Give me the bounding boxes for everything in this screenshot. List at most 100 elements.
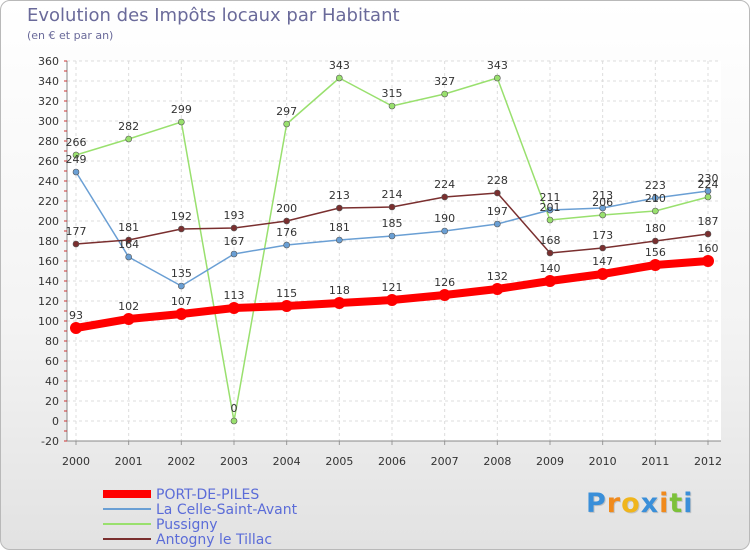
- data-point: [388, 102, 396, 110]
- data-point: [230, 250, 238, 258]
- data-label: 121: [382, 281, 403, 294]
- data-label: 160: [698, 242, 719, 255]
- y-tick-label: -20: [41, 435, 59, 448]
- y-tick-label: 20: [45, 395, 59, 408]
- logo-letter: o: [621, 488, 641, 519]
- data-point: [72, 151, 80, 159]
- chart-subtitle: (en € et par an): [27, 29, 114, 42]
- data-label: 315: [382, 87, 403, 100]
- data-point: [72, 240, 80, 248]
- data-point: [704, 193, 712, 201]
- data-point: [386, 294, 398, 306]
- data-point: [491, 283, 504, 295]
- data-point: [333, 297, 346, 309]
- y-tick-label: 160: [38, 255, 59, 268]
- x-tick-label: 2002: [167, 455, 195, 468]
- data-point: [599, 211, 606, 219]
- data-point: [599, 244, 606, 252]
- data-point: [546, 216, 554, 224]
- data-point: [122, 313, 135, 325]
- data-point: [702, 255, 714, 267]
- data-point: [388, 203, 396, 211]
- data-label: 168: [540, 234, 561, 247]
- legend-label: Antogny le Tillac: [156, 532, 272, 548]
- y-tick-label: 220: [38, 195, 59, 208]
- x-tick-label: 2010: [589, 455, 617, 468]
- data-point: [544, 275, 556, 287]
- proxiti-logo: Proxiti: [586, 488, 694, 519]
- y-tick-label: 300: [38, 115, 59, 128]
- data-label: 343: [487, 59, 508, 72]
- data-label: 164: [118, 238, 139, 251]
- data-point: [599, 204, 606, 212]
- data-point: [704, 230, 712, 238]
- data-point: [649, 259, 662, 271]
- y-tick-label: 120: [38, 295, 59, 308]
- axis-layer: -20 0 20 40 60 80 100 120 140 160 180 200 220 240 260 2…: [38, 55, 722, 468]
- data-label: 201: [540, 201, 561, 214]
- data-label: 177: [66, 225, 87, 238]
- y-tick-label: 180: [38, 235, 59, 248]
- y-tick-label: 100: [38, 315, 59, 328]
- data-label: 200: [276, 202, 297, 215]
- data-label: 113: [224, 289, 245, 302]
- data-point: [546, 249, 554, 257]
- data-point: [125, 135, 132, 143]
- legend-label: Pussigny: [156, 517, 218, 533]
- data-point: [178, 282, 185, 290]
- data-label: 93: [69, 309, 83, 322]
- data-point: [280, 300, 293, 312]
- data-point: [336, 204, 343, 212]
- logo-letter: t: [669, 488, 684, 519]
- data-label: 206: [592, 196, 613, 209]
- data-point: [283, 120, 290, 128]
- data-label: 167: [224, 235, 245, 248]
- y-tick-label: 80: [45, 335, 59, 348]
- data-label: 197: [487, 205, 508, 218]
- x-tick-label: 2003: [220, 455, 248, 468]
- data-point: [441, 227, 448, 235]
- x-tick-label: 2011: [641, 455, 669, 468]
- x-tick-label: 2005: [325, 455, 353, 468]
- data-point: [441, 193, 448, 201]
- data-point: [283, 217, 290, 225]
- data-point: [230, 224, 238, 232]
- data-label: 228: [487, 174, 508, 187]
- y-tick-label: 140: [38, 275, 59, 288]
- data-label: 193: [224, 209, 245, 222]
- series-layer: [70, 74, 714, 425]
- y-tick-label: 240: [38, 175, 59, 188]
- data-point: [494, 189, 501, 197]
- data-label: 102: [118, 300, 139, 313]
- data-label: 249: [66, 153, 87, 166]
- data-label: 213: [592, 189, 613, 202]
- data-point: [494, 220, 501, 228]
- y-tick-label: 60: [45, 355, 59, 368]
- y-tick-label: 320: [38, 95, 59, 108]
- data-label: 190: [434, 212, 455, 225]
- data-point: [70, 322, 82, 334]
- y-tick-label: 260: [38, 155, 59, 168]
- y-tick-label: 360: [38, 55, 59, 68]
- logo-letter: r: [606, 488, 622, 519]
- data-label: 140: [540, 262, 561, 275]
- data-label: 156: [645, 246, 666, 259]
- data-label: 135: [171, 267, 192, 280]
- data-label: 173: [592, 229, 613, 242]
- data-label: 181: [329, 221, 350, 234]
- data-point: [125, 253, 132, 261]
- data-label: 223: [645, 179, 666, 192]
- data-label-layer: 93 102 107 113 115 118 121 126 132 140 147 156 160 24…: [66, 59, 719, 415]
- data-label: 107: [171, 295, 192, 308]
- data-point: [178, 118, 185, 126]
- data-label: 180: [645, 222, 666, 235]
- data-point: [652, 194, 659, 202]
- data-label: 213: [329, 189, 350, 202]
- grid-layer: [67, 60, 721, 442]
- data-point: [228, 302, 240, 314]
- logo-letter: i: [683, 488, 694, 519]
- data-label: 187: [698, 215, 719, 228]
- data-point: [546, 206, 554, 214]
- data-point: [596, 268, 609, 280]
